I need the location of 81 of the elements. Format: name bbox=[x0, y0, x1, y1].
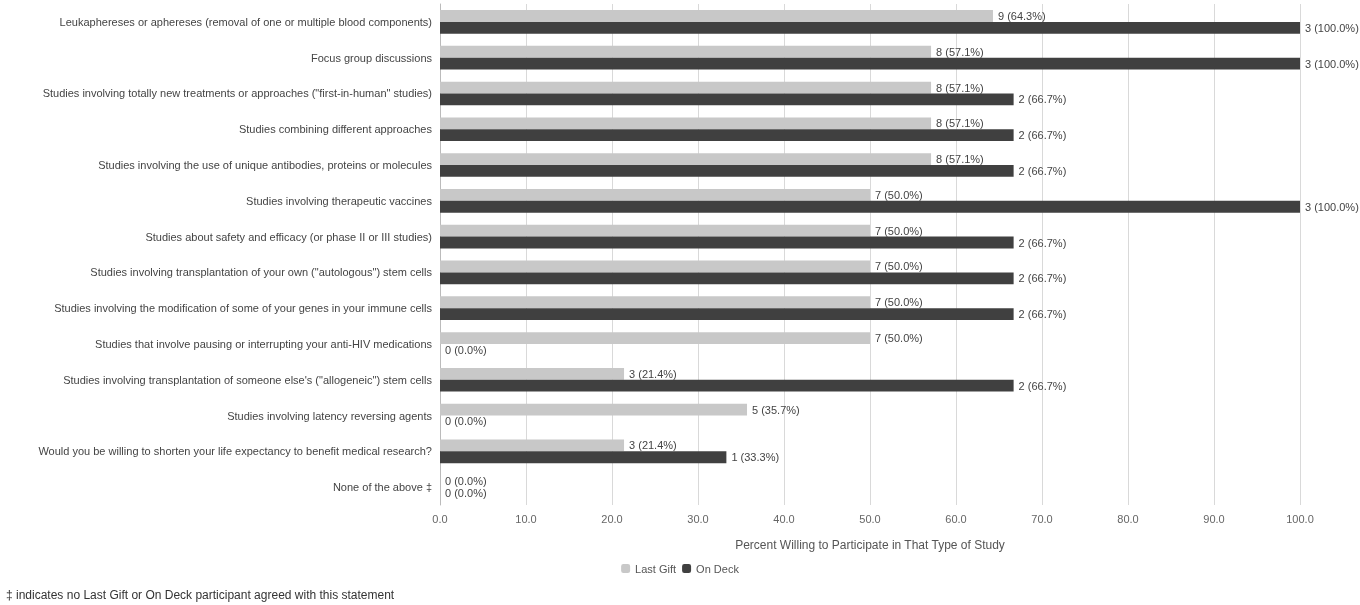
bar bbox=[440, 451, 727, 464]
data-label: 2 (66.7%) bbox=[1018, 272, 1067, 285]
data-label: 2 (66.7%) bbox=[1018, 236, 1067, 249]
bar bbox=[440, 296, 870, 309]
x-tick-label: 70.0 bbox=[1031, 512, 1053, 525]
data-label: 0 (0.0%) bbox=[445, 343, 487, 356]
data-label: 1 (33.3%) bbox=[731, 451, 780, 464]
data-label: 0 (0.0%) bbox=[445, 487, 487, 500]
bar bbox=[440, 272, 1014, 285]
data-label: 3 (21.4%) bbox=[629, 439, 677, 452]
bar bbox=[440, 45, 932, 58]
bar bbox=[440, 117, 932, 130]
data-label: 3 (100.0%) bbox=[1305, 21, 1359, 34]
data-label: 8 (57.1%) bbox=[936, 153, 984, 166]
x-tick-label: 10.0 bbox=[515, 512, 537, 525]
bar bbox=[440, 57, 1300, 70]
y-tick-label: Studies involving transplantation of someone else's ("allogeneic") stem cells bbox=[63, 373, 433, 386]
data-label: 2 (66.7%) bbox=[1018, 308, 1067, 321]
x-tick-label: 0.0 bbox=[432, 512, 448, 525]
y-tick-label: Studies combining different approaches bbox=[238, 123, 433, 136]
data-label: 7 (50.0%) bbox=[875, 260, 923, 273]
legend-label: On Deck bbox=[696, 562, 740, 575]
y-tick-label: Studies involving latency reversing agents bbox=[227, 409, 433, 422]
y-tick-label: Studies involving the modification of some of your genes in your immune cells bbox=[54, 302, 433, 315]
bar bbox=[440, 200, 1300, 213]
bar bbox=[440, 260, 870, 273]
data-label: 8 (57.1%) bbox=[936, 45, 984, 58]
bar bbox=[440, 93, 1014, 106]
x-tick-label: 30.0 bbox=[687, 512, 709, 525]
bar bbox=[440, 308, 1014, 320]
y-tick-label: Focus group discussions bbox=[310, 51, 433, 64]
x-tick-label: 100.0 bbox=[1286, 512, 1314, 525]
bar bbox=[440, 129, 1014, 142]
y-tick-label: Studies involving therapeutic vaccines bbox=[246, 194, 433, 207]
x-tick-label: 50.0 bbox=[859, 512, 881, 525]
x-tick-label: 90.0 bbox=[1203, 512, 1225, 525]
x-tick-label: 60.0 bbox=[945, 512, 967, 525]
bar bbox=[440, 367, 625, 380]
y-tick-label: Leukaphereses or aphereses (removal of one or multiple blood components) bbox=[59, 15, 432, 28]
data-label: 2 (66.7%) bbox=[1018, 93, 1067, 106]
y-tick-label: Studies that involve pausing or interrupting your anti-HIV medications bbox=[95, 337, 433, 350]
y-tick-label: Would you be willing to shorten your life expectancy to benefit medical research? bbox=[38, 445, 432, 458]
data-label: 3 (100.0%) bbox=[1305, 200, 1359, 213]
bar bbox=[440, 10, 993, 22]
data-label: 8 (57.1%) bbox=[936, 117, 984, 130]
bar bbox=[440, 189, 870, 201]
data-label: 2 (66.7%) bbox=[1018, 379, 1067, 392]
y-tick-label: Studies about safety and efficacy (or phase II or III studies) bbox=[145, 230, 432, 243]
bar bbox=[440, 403, 748, 416]
y-tick-label: Studies involving transplantation of your own ("autologous") stem cells bbox=[90, 266, 433, 279]
text: ‡ indicates no Last Gift or On Deck participant agreed with this statement bbox=[6, 588, 395, 602]
x-tick-label: 20.0 bbox=[601, 512, 623, 525]
bar bbox=[440, 21, 1300, 34]
data-label: 0 (0.0%) bbox=[445, 475, 487, 488]
x-tick-label: 40.0 bbox=[773, 512, 795, 525]
data-label: 7 (50.0%) bbox=[875, 188, 923, 201]
bar bbox=[440, 224, 870, 237]
bar bbox=[440, 153, 932, 166]
x-axis-title: Percent Willing to Participate in That Type of Study bbox=[735, 538, 1005, 552]
y-tick-label: Studies involving the use of unique antibodies, proteins or molecules bbox=[98, 159, 433, 172]
data-label: 7 (50.0%) bbox=[875, 332, 923, 345]
bar bbox=[440, 332, 870, 344]
data-label: 9 (64.3%) bbox=[997, 9, 1046, 22]
x-tick-label: 80.0 bbox=[1117, 512, 1139, 525]
data-label: 8 (57.1%) bbox=[936, 81, 984, 94]
data-label: 3 (100.0%) bbox=[1305, 57, 1359, 70]
data-label: 2 (66.7%) bbox=[1018, 129, 1067, 142]
bar bbox=[440, 439, 625, 452]
data-label: 3 (21.4%) bbox=[629, 367, 677, 380]
bar bbox=[440, 165, 1014, 177]
bar bbox=[440, 379, 1014, 392]
data-label: 7 (50.0%) bbox=[875, 224, 923, 237]
y-tick-label: None of the above ‡ bbox=[332, 481, 432, 494]
bar bbox=[440, 236, 1014, 249]
y-tick-label: Studies involving totally new treatments or approaches ("first-in-human" studies) bbox=[42, 87, 432, 100]
legend-label: Last Gift bbox=[635, 562, 677, 575]
data-label: 0 (0.0%) bbox=[445, 415, 487, 428]
bar bbox=[440, 81, 932, 94]
data-label: 2 (66.7%) bbox=[1018, 164, 1067, 177]
data-label: 5 (35.7%) bbox=[752, 403, 800, 416]
data-label: 7 (50.0%) bbox=[875, 296, 923, 309]
